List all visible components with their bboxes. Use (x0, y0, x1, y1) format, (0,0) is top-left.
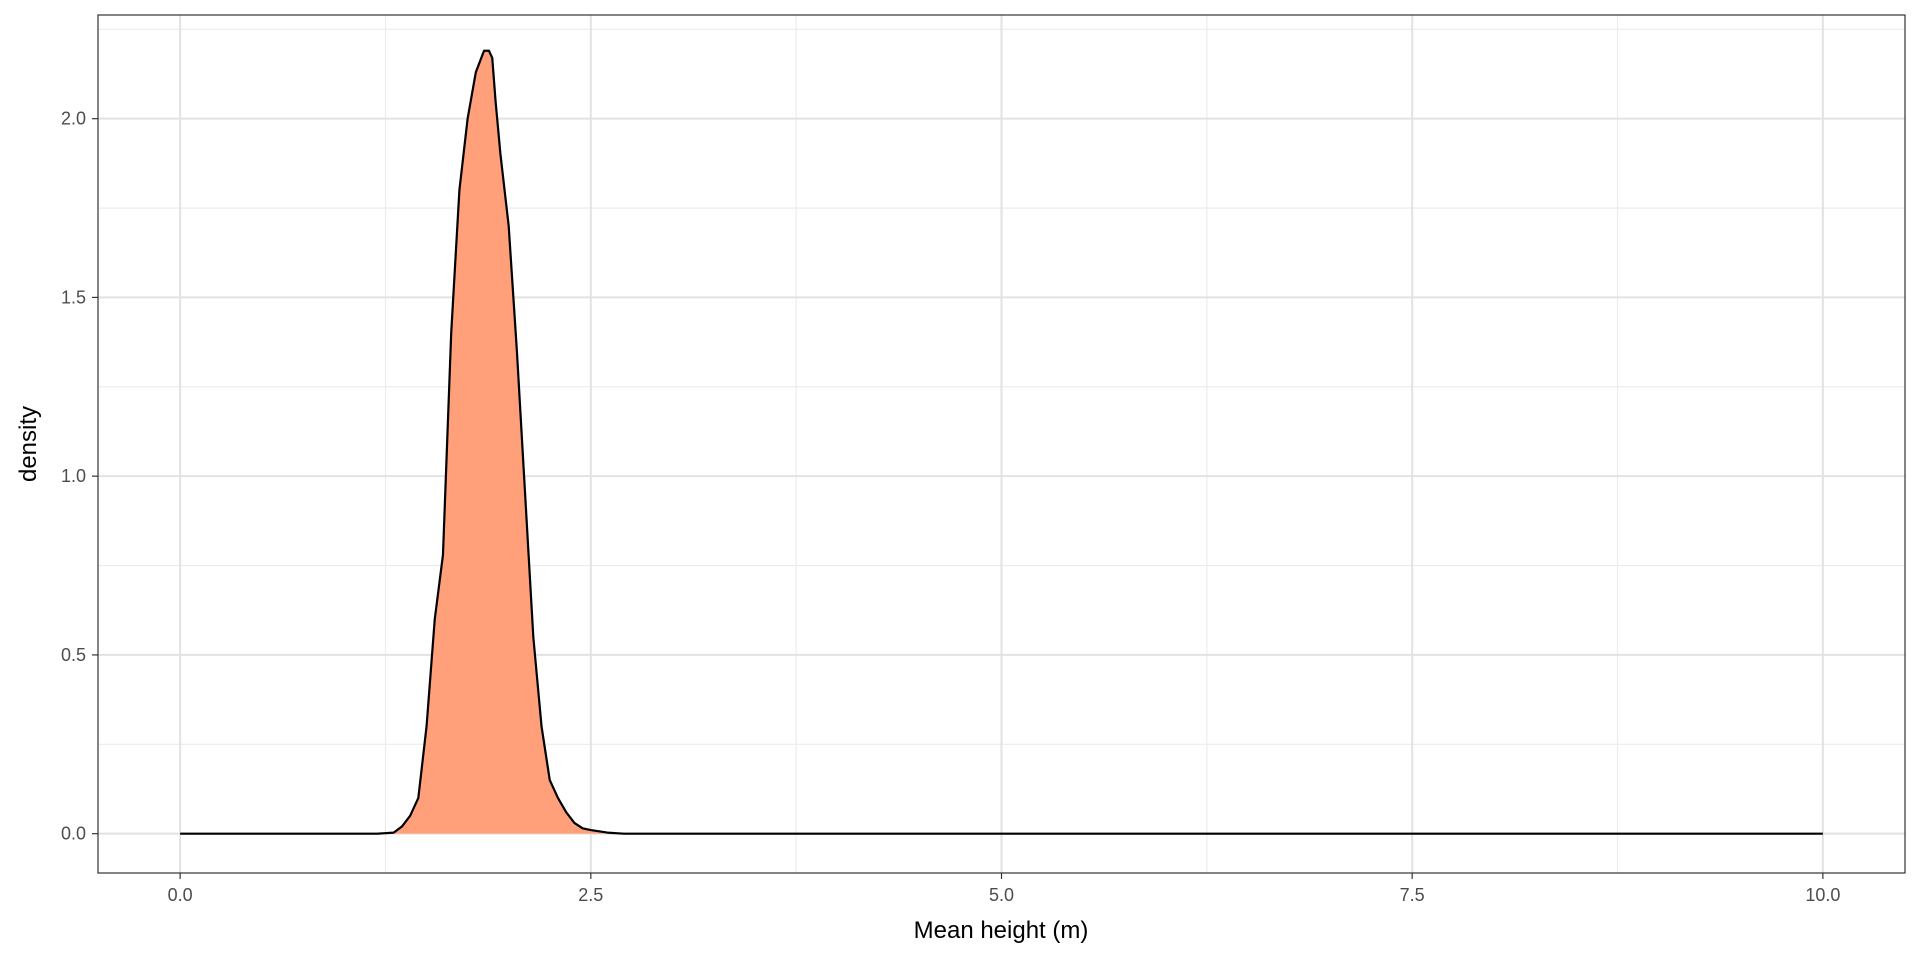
density-area (180, 50, 1823, 834)
y-axis-title: density (15, 406, 42, 482)
x-tick-label: 5.0 (989, 885, 1014, 905)
y-tick-label: 0.0 (61, 824, 86, 844)
x-tick-label: 10.0 (1805, 885, 1840, 905)
density-line (180, 49, 1823, 835)
x-axis-title: Mean height (m) (914, 917, 1089, 944)
x-axis: 0.0 2.5 5.0 7.5 10.0 (168, 873, 1840, 905)
y-tick-label: 2.0 (61, 109, 86, 129)
x-tick-label: 0.0 (168, 885, 193, 905)
x-tick-label: 7.5 (1400, 885, 1425, 905)
y-axis: 0.0 0.5 1.0 1.5 2.0 (61, 109, 98, 844)
y-tick-label: 0.5 (61, 645, 86, 665)
y-tick-label: 1.5 (61, 287, 86, 307)
y-tick-label: 1.0 (61, 466, 86, 486)
x-tick-label: 2.5 (578, 885, 603, 905)
